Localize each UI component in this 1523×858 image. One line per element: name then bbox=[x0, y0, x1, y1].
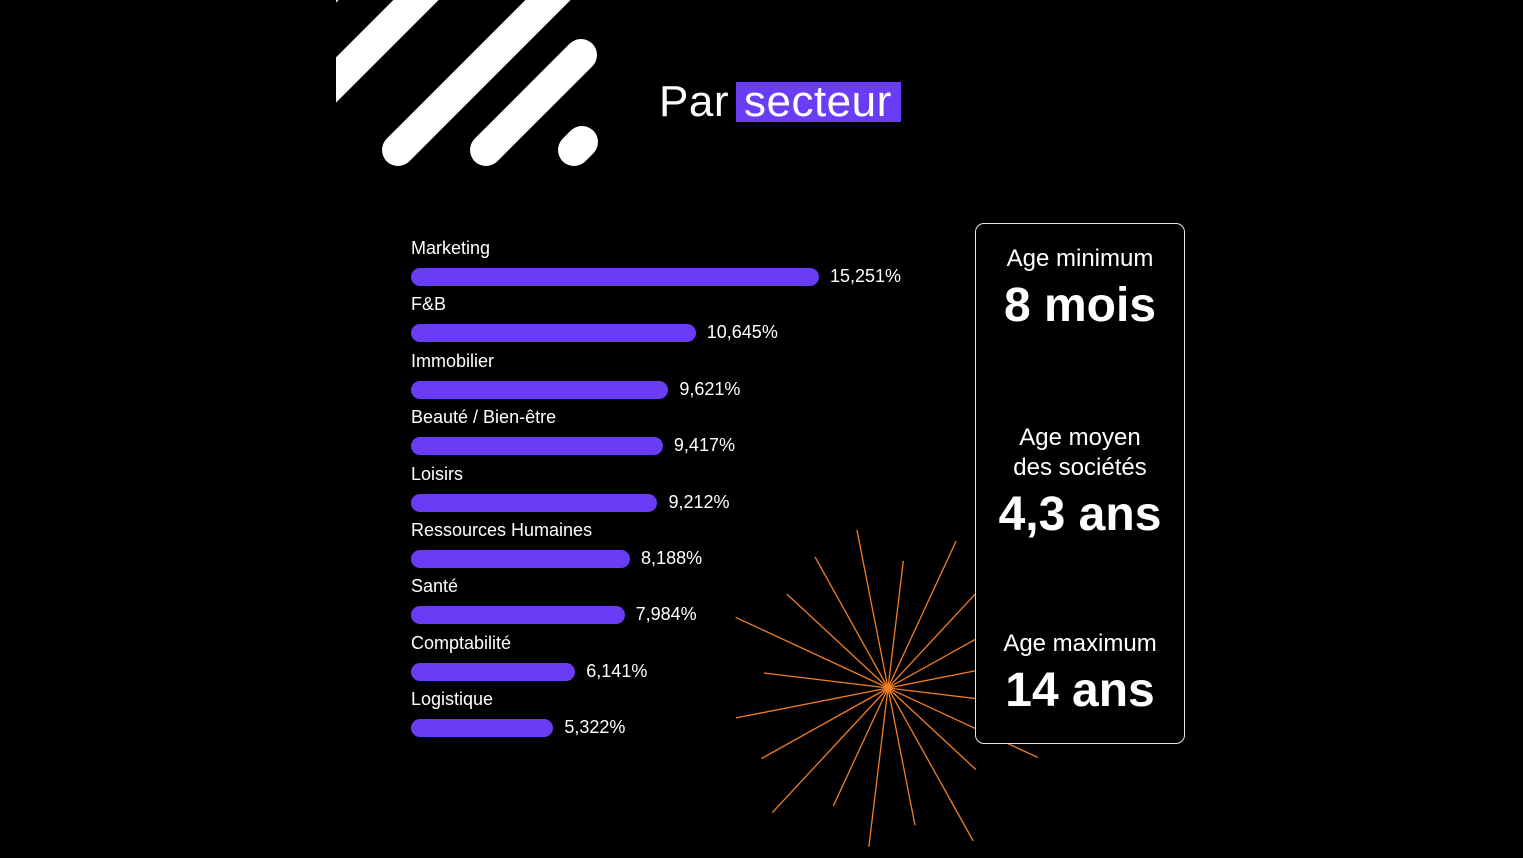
burst-ray bbox=[814, 556, 889, 689]
title-highlight: secteur bbox=[735, 80, 901, 124]
category-label: Logistique bbox=[411, 689, 494, 710]
burst-ray bbox=[868, 687, 889, 847]
value-label: 15,251% bbox=[830, 266, 902, 286]
stat-label: Age maximum bbox=[1003, 630, 1157, 657]
value-label: 7,984% bbox=[635, 604, 697, 625]
bar-row: Logistique 5,322% bbox=[411, 687, 951, 743]
burst-ray bbox=[887, 687, 916, 826]
category-label: Marketing bbox=[411, 238, 491, 258]
burst-ray bbox=[832, 687, 889, 807]
bar bbox=[411, 662, 576, 681]
starburst-decoration bbox=[730, 519, 1050, 853]
bar bbox=[411, 719, 554, 738]
stat-label: Age minimum bbox=[1006, 245, 1154, 272]
value-label: 8,188% bbox=[641, 548, 703, 568]
category-label: Loisirs bbox=[411, 463, 464, 484]
category-label: Immobilier bbox=[411, 350, 495, 371]
value-label: 9,212% bbox=[668, 491, 730, 512]
value-label: 9,417% bbox=[673, 435, 735, 456]
page-title: Par secteur bbox=[659, 76, 901, 128]
bar bbox=[411, 380, 669, 399]
burst-ray bbox=[735, 687, 889, 719]
decorative-stripes bbox=[336, 0, 606, 175]
category-label: F&B bbox=[411, 294, 447, 315]
value-label: 9,621% bbox=[679, 378, 741, 399]
bar bbox=[411, 268, 819, 286]
bar-row: Comptabilité 6,141% bbox=[411, 631, 951, 687]
stat-average-age: Age moyen des sociétés 4,3 ans bbox=[976, 423, 1184, 543]
burst-ray bbox=[887, 583, 986, 689]
bar-row: Beauté / Bien-être 9,417% bbox=[411, 405, 951, 461]
burst-ray bbox=[763, 672, 889, 689]
burst-ray bbox=[887, 687, 1038, 758]
stat-minimum-age: Age minimum 8 mois bbox=[976, 244, 1184, 334]
bar-row: Ressources Humaines 8,188% bbox=[411, 518, 951, 574]
burst-ray bbox=[887, 687, 977, 771]
company-age-stats: Age minimum 8 mois Age moyen des société… bbox=[975, 223, 1185, 744]
burst-ray bbox=[887, 687, 974, 842]
value-label: 10,645% bbox=[706, 322, 778, 343]
bar bbox=[411, 324, 696, 343]
category-label: Ressources Humaines bbox=[411, 520, 593, 540]
bar-row: Immobilier 9,621% bbox=[411, 349, 951, 405]
category-label: Santé bbox=[411, 576, 459, 597]
stat-value: 14 ans bbox=[1005, 664, 1155, 717]
burst-ray bbox=[887, 560, 904, 689]
burst-ray bbox=[771, 687, 889, 814]
stat-label: Age moyen des sociétés bbox=[1013, 424, 1147, 481]
bar bbox=[411, 606, 625, 625]
title-prefix: Par bbox=[659, 77, 729, 126]
stat-maximum-age: Age maximum 14 ans bbox=[976, 629, 1184, 719]
stat-value: 8 mois bbox=[1003, 279, 1157, 332]
sector-bar-chart: Marketing 15,251% F&B 10,645% Immobilier 9,62… bbox=[411, 236, 951, 746]
burst-ray bbox=[786, 593, 889, 689]
burst-ray bbox=[761, 687, 889, 760]
burst-ray bbox=[735, 616, 889, 689]
bar bbox=[411, 437, 663, 456]
bar bbox=[411, 550, 631, 568]
category-label: Comptabilité bbox=[411, 632, 512, 653]
burst-ray bbox=[854, 519, 889, 689]
burst-ray bbox=[887, 540, 957, 689]
bar-row: Santé 7,984% bbox=[411, 574, 951, 630]
bar-row: Marketing 15,251% bbox=[411, 236, 951, 292]
stat-value: 4,3 ans bbox=[998, 488, 1162, 541]
bar bbox=[411, 493, 658, 512]
burst-center bbox=[885, 685, 891, 691]
bar-row: Loisirs 9,212% bbox=[411, 462, 951, 518]
category-label: Beauté / Bien-être bbox=[411, 407, 557, 428]
value-label: 5,322% bbox=[564, 717, 626, 738]
bar-row: F&B 10,645% bbox=[411, 292, 951, 348]
value-label: 6,141% bbox=[586, 660, 648, 681]
